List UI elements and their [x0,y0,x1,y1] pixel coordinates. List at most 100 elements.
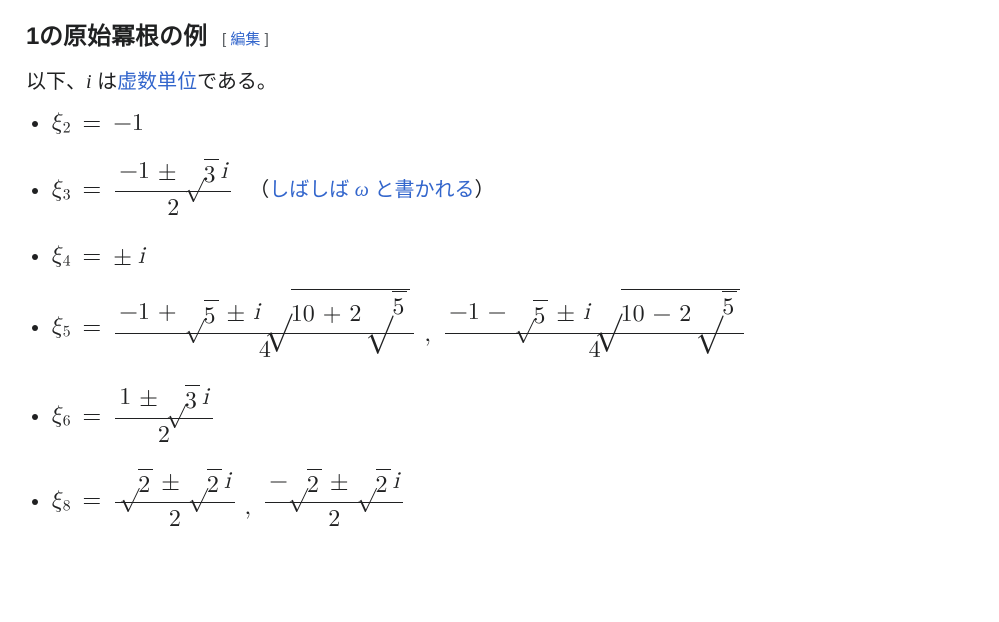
intro-prefix: 以下、 [26,71,86,93]
xi-symbol: ξ [50,110,63,134]
xi5b-inner-lead: 10 − 2 [621,302,692,326]
surd-icon: √ [357,471,377,502]
i-symbol: i [393,469,400,493]
sqrt-3: √3 [185,159,219,190]
radicand: 2 [307,469,322,500]
eq-xi5: ξ5 = −1 + √5 ± i√10 + 2√5 4 , −1 − √5 ± … [50,289,746,365]
separator-comma: , [245,494,252,523]
list-item: ξ4 = ±i [50,241,981,271]
xi6-fraction: 1 ± √3i 2 [115,383,212,450]
radicand: 5 [533,300,548,331]
surd-icon: √ [288,471,308,502]
sqrt-2: √2 [188,469,222,500]
sqrt-nested: √10 − 2√5 [590,289,741,329]
xi3-num-lead: −1 ± [119,159,184,183]
equals-sign: = [83,109,102,138]
xi-symbol: ξ [50,243,63,267]
xi6-num-lead: 1 ± [119,385,166,409]
xi5-fraction-b: −1 − √5 ± i√10 − 2√5 4 [445,289,744,365]
surd-icon: √ [594,285,621,325]
xi-sub: 8 [63,498,71,514]
edit-link[interactable]: 編集 [230,31,260,48]
list-item: ξ2 = −1 [50,108,981,138]
xi3-fraction: −1 ± √3i 2 [115,157,231,224]
equals-sign: = [83,313,102,342]
xi-symbol: ξ [50,314,63,338]
note-close: ） [474,179,494,201]
xi8-fraction-b: −√2 ± √2i 2 [265,467,403,534]
xi2-rhs: −1 [113,109,144,138]
xi8b-neg: − [269,469,288,493]
xi5b-den: 4 [585,334,605,365]
radicand: 3 [204,159,219,190]
eq-xi6: ξ6 = 1 ± √3i 2 [50,383,215,450]
xi8b-mid: ± [322,469,357,493]
list-item: ξ8 = √2 ± √2i 2 , −√2 ± √2i 2 [50,467,981,534]
note-open: （ [249,179,269,201]
i-symbol: i [221,159,228,183]
heading-text: 1の原始冪根の例 [26,23,207,50]
xi5a-lead: −1 + [119,300,184,324]
surd-icon: √ [188,471,208,502]
xi3-note: （しばしば ω と書かれる） [249,178,494,202]
i-symbol: i [583,300,590,324]
radicand: 2 [207,469,222,500]
equals-sign: = [83,486,102,515]
radicand: 5 [204,300,219,331]
radicand: 5 [392,291,407,329]
xi3-den: 2 [163,192,183,223]
xi-symbol: ξ [50,488,63,512]
i-symbol: i [224,469,231,493]
equals-sign: = [83,402,102,431]
xi8b-den: 2 [324,503,344,534]
radicand: 3 [185,385,200,416]
intro-mid: は [92,71,118,93]
section-heading: 1の原始冪根の例 [ 編集 ] [26,18,981,56]
equals-sign: = [83,242,102,271]
edit-bracket-close: ] [265,31,269,48]
xi8a-mid: ± [153,469,188,493]
eq-xi3: ξ3 = −1 ± √3i 2 （しばしば ω と書かれる） [50,157,494,224]
radicand: 2 [138,469,153,500]
eq-xi4: ξ4 = ±i [50,241,145,271]
intro-suffix: である。 [197,71,277,93]
separator-comma: , [424,320,431,349]
xi8a-den: 2 [165,503,185,534]
xi-sub: 5 [63,324,71,340]
i-symbol: i [253,300,260,324]
radicand: 5 [722,291,737,329]
list-item: ξ3 = −1 ± √3i 2 （しばしば ω と書かれる） [50,157,981,224]
xi-sub: 4 [63,254,71,270]
xi-sub: 6 [63,413,71,429]
edit-section: [ 編集 ] [222,31,269,48]
xi5a-den: 4 [255,334,275,365]
sqrt-3: √3 [166,385,200,416]
xi-symbol: ξ [50,177,63,201]
surd-icon: √ [696,287,723,325]
xi5b-lead: −1 − [449,300,514,324]
sqrt-2: √2 [288,469,322,500]
xi-sub: 3 [63,187,71,203]
root-list: ξ2 = −1 ξ3 = −1 ± √3i 2 （しばしば ω と書かれる） ξ… [50,108,981,534]
surd-icon: √ [185,160,205,191]
surd-icon: √ [166,386,186,417]
radicand: 2 [376,469,391,500]
xi-symbol: ξ [50,403,63,427]
xi5a-pm: ± [219,300,254,324]
i-symbol: i [202,385,209,409]
note-post: と書かれる [369,179,475,201]
list-item: ξ5 = −1 + √5 ± i√10 + 2√5 4 , −1 − √5 ± … [50,289,981,365]
xi5a-inner-lead: 10 + 2 [291,302,362,326]
sqrt-2: √2 [357,469,391,500]
xi5b-pm: ± [548,300,583,324]
sqrt-5-inner: √5 [691,291,737,329]
eq-xi2: ξ2 = −1 [50,108,144,138]
equals-sign: = [83,175,102,204]
surd-icon: √ [119,471,139,502]
xi5-fraction-a: −1 + √5 ± i√10 + 2√5 4 [115,289,414,365]
surd-icon: √ [185,301,205,332]
list-item: ξ6 = 1 ± √3i 2 [50,383,981,450]
imaginary-unit-link[interactable]: 虚数単位 [117,71,197,93]
sqrt-nested: √10 + 2√5 [260,289,411,329]
xi8-fraction-a: √2 ± √2i 2 [115,467,234,534]
